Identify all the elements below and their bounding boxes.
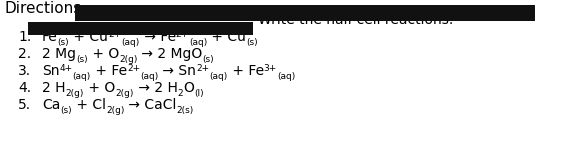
Text: (aq): (aq) <box>277 72 295 81</box>
Text: + Fe: + Fe <box>228 64 264 78</box>
Text: (aq): (aq) <box>72 72 91 81</box>
Text: 3.: 3. <box>18 64 31 78</box>
Text: (s): (s) <box>246 38 258 47</box>
Text: → CaCl: → CaCl <box>125 98 177 112</box>
Text: + O: + O <box>88 47 119 61</box>
Text: 2 Mg: 2 Mg <box>42 47 76 61</box>
Text: 2 H: 2 H <box>42 81 66 95</box>
Text: 4.: 4. <box>18 81 31 95</box>
Text: 5.: 5. <box>18 98 31 112</box>
Text: 2+: 2+ <box>127 64 140 73</box>
Text: Ca: Ca <box>42 98 61 112</box>
Text: 4+: 4+ <box>59 64 72 73</box>
Text: O: O <box>183 81 194 95</box>
Text: (s): (s) <box>203 55 214 64</box>
Text: 2+: 2+ <box>108 30 121 39</box>
Text: 2(g): 2(g) <box>115 89 134 98</box>
Text: + Cu: + Cu <box>70 30 108 44</box>
Text: 2(g): 2(g) <box>106 106 125 115</box>
Text: + Cl: + Cl <box>72 98 106 112</box>
Bar <box>28 22 253 35</box>
Text: → 2 H: → 2 H <box>134 81 177 95</box>
Text: 2(s): 2(s) <box>177 106 194 115</box>
Text: 2+: 2+ <box>196 64 209 73</box>
Text: 3+: 3+ <box>264 64 277 73</box>
Text: 2.: 2. <box>18 47 31 61</box>
Text: (s): (s) <box>61 106 72 115</box>
Text: 2+: 2+ <box>176 30 189 39</box>
Text: (s): (s) <box>76 55 88 64</box>
Text: 2(g): 2(g) <box>66 89 84 98</box>
Text: (aq): (aq) <box>209 72 228 81</box>
Text: 1.: 1. <box>18 30 31 44</box>
Text: (l): (l) <box>194 89 204 98</box>
Text: → 2 MgO: → 2 MgO <box>137 47 203 61</box>
Text: + Cu: + Cu <box>207 30 246 44</box>
Text: Fe: Fe <box>42 30 58 44</box>
Text: → Fe: → Fe <box>140 30 176 44</box>
Text: (aq): (aq) <box>140 72 158 81</box>
Text: + O: + O <box>84 81 115 95</box>
Text: (s): (s) <box>58 38 70 47</box>
Text: → Sn: → Sn <box>158 64 196 78</box>
Text: (aq): (aq) <box>189 38 207 47</box>
Text: + Fe: + Fe <box>91 64 127 78</box>
Text: 2(g): 2(g) <box>119 55 137 64</box>
Bar <box>75 5 535 21</box>
Text: 2: 2 <box>177 89 183 98</box>
Text: Sn: Sn <box>42 64 59 78</box>
Text: (aq): (aq) <box>121 38 140 47</box>
Text: Directions: Directions <box>5 1 82 16</box>
Text: Write the half-cell reactions.: Write the half-cell reactions. <box>258 13 453 27</box>
